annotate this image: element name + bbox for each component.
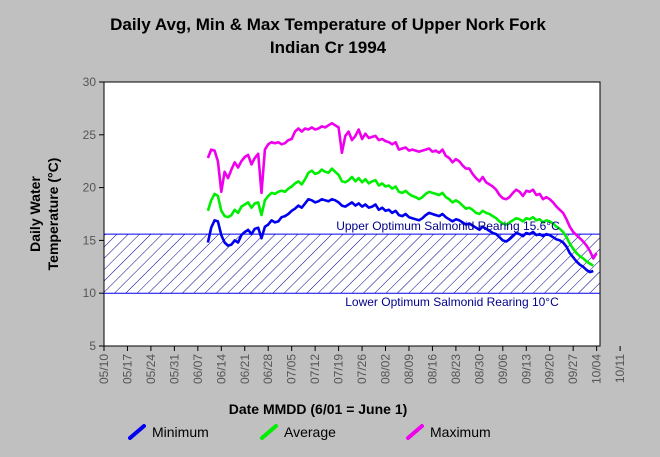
band-fill — [104, 234, 600, 294]
series-lines — [206, 121, 598, 274]
legend-label-average: Average — [284, 424, 336, 440]
x-tick-label: 07/19 — [332, 354, 346, 384]
x-tick-label: 08/02 — [379, 354, 393, 384]
y-axis: 5 10 15 20 25 30 — [83, 75, 104, 353]
y-tick-label: 10 — [83, 286, 97, 300]
x-tick-label: 09/27 — [566, 354, 580, 384]
y-tick-label: 15 — [83, 233, 97, 247]
y-axis-label-line-1: Daily Water — [27, 176, 43, 252]
x-tick-label: 10/04 — [590, 354, 604, 384]
annotation-upper-optimum: Upper Optimum Salmonid Rearing 15.6°C — [336, 219, 560, 233]
x-tick-label: 07/12 — [308, 354, 322, 384]
x-tick-label: 08/09 — [402, 354, 416, 384]
series-line-maximum — [206, 121, 598, 260]
series-line-minimum — [206, 197, 594, 274]
x-tick-label: 08/16 — [425, 354, 439, 384]
x-tick-label: 08/30 — [472, 354, 486, 384]
y-axis-label-line-2: Temperature (°C) — [45, 158, 61, 271]
plot-area — [103, 81, 601, 347]
chart-title-line-1: Daily Avg, Min & Max Temperature of Uppe… — [110, 15, 546, 34]
legend-swatch-minimum — [128, 424, 146, 440]
legend-swatch-maximum — [406, 424, 424, 440]
x-tick-label: 05/31 — [167, 354, 181, 384]
y-tick-label: 20 — [83, 181, 97, 195]
x-axis: 05/10 05/17 05/24 05/31 06/07 06/14 06/21 06/28… — [97, 346, 627, 384]
legend-label-minimum: Minimum — [152, 424, 209, 440]
x-tick-label: 07/26 — [355, 354, 369, 384]
legend: Minimum Average Maximum — [128, 424, 491, 440]
chart-title-line-2: Indian Cr 1994 — [270, 38, 387, 57]
x-tick-label: 06/28 — [261, 354, 275, 384]
x-tick-label: 08/23 — [449, 354, 463, 384]
x-tick-label: 06/21 — [238, 354, 252, 384]
annotation-lower-optimum: Lower Optimum Salmonid Rearing 10°C — [345, 295, 559, 309]
x-tick-label: 05/10 — [97, 354, 111, 384]
x-tick-label: 07/05 — [285, 354, 299, 384]
x-tick-label: 06/14 — [214, 354, 228, 384]
x-tick-label: 09/06 — [496, 354, 510, 384]
x-tick-label: 05/17 — [120, 354, 134, 384]
x-tick-label: 09/20 — [543, 354, 557, 384]
legend-label-maximum: Maximum — [430, 424, 491, 440]
series-line-average — [206, 167, 594, 267]
y-tick-label: 25 — [83, 128, 97, 142]
legend-swatch-average — [260, 424, 278, 440]
optimum-rearing-band — [104, 233, 600, 294]
x-axis-label: Date MMDD (6/01 = June 1) — [229, 401, 408, 417]
x-tick-label: 09/13 — [519, 354, 533, 384]
x-tick-label: 10/11 — [613, 354, 627, 383]
x-tick-label: 05/24 — [144, 354, 158, 384]
y-tick-label: 30 — [83, 75, 97, 89]
x-tick-label: 06/07 — [191, 354, 205, 384]
y-tick-label: 5 — [89, 339, 96, 353]
